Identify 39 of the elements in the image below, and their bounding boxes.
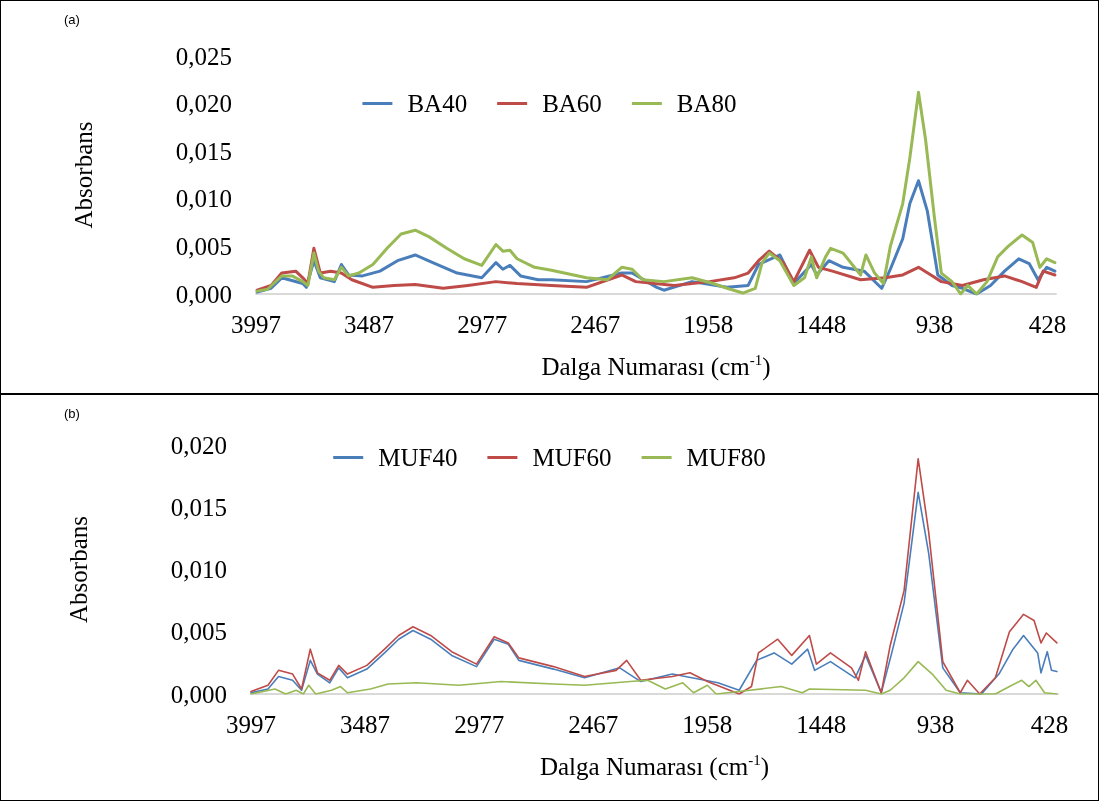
- x-tick-label: 2977: [457, 311, 508, 338]
- y-tick-label: 0,015: [175, 137, 232, 165]
- x-tick-label: 938: [916, 711, 955, 738]
- y-tick-label: 0,005: [170, 618, 227, 646]
- x-tick-label: 3487: [340, 711, 391, 738]
- x-tick-label: 2467: [570, 311, 621, 338]
- x-tick-label: 2467: [568, 711, 619, 738]
- text: (b): [64, 406, 80, 421]
- x-tick-label: 428: [1030, 711, 1069, 738]
- x-tick-label: 1448: [796, 711, 847, 738]
- legend-label: BA60: [542, 90, 602, 117]
- y-tick-label: 0,000: [175, 280, 232, 308]
- y-tick-label: 0,020: [170, 431, 227, 459]
- y-axis-title: Absorbans: [70, 121, 97, 229]
- x-tick-label: 428: [1028, 311, 1067, 338]
- x-tick-label: 1448: [796, 311, 847, 338]
- x-tick-label: 1958: [683, 311, 734, 338]
- text: (a): [64, 12, 80, 27]
- x-tick-label: 2977: [454, 711, 505, 738]
- y-axis-title: Absorbans: [65, 516, 92, 623]
- legend-label: BA40: [407, 90, 468, 117]
- x-tick-label: 938: [915, 311, 954, 338]
- x-tick-label: 1958: [682, 711, 733, 738]
- y-tick-label: 0,020: [175, 90, 232, 118]
- y-tick-label: 0,025: [175, 42, 232, 70]
- legend-label: MUF40: [378, 444, 458, 471]
- y-tick-label: 0,005: [175, 232, 232, 260]
- x-tick-label: 3997: [231, 311, 281, 338]
- y-tick-label: 0,010: [170, 556, 227, 583]
- legend-label: MUF80: [686, 444, 766, 471]
- y-tick-label: 0,010: [175, 185, 232, 213]
- y-tick-label: 0,015: [170, 493, 227, 521]
- x-tick-label: 3997: [226, 711, 276, 738]
- line-series: [250, 660, 1058, 695]
- legend-label: MUF60: [532, 444, 612, 471]
- y-tick-label: 0,000: [170, 680, 227, 708]
- line-series: [255, 90, 1057, 296]
- x-tick-label: 3487: [344, 311, 395, 338]
- legend-label: BA80: [676, 90, 737, 117]
